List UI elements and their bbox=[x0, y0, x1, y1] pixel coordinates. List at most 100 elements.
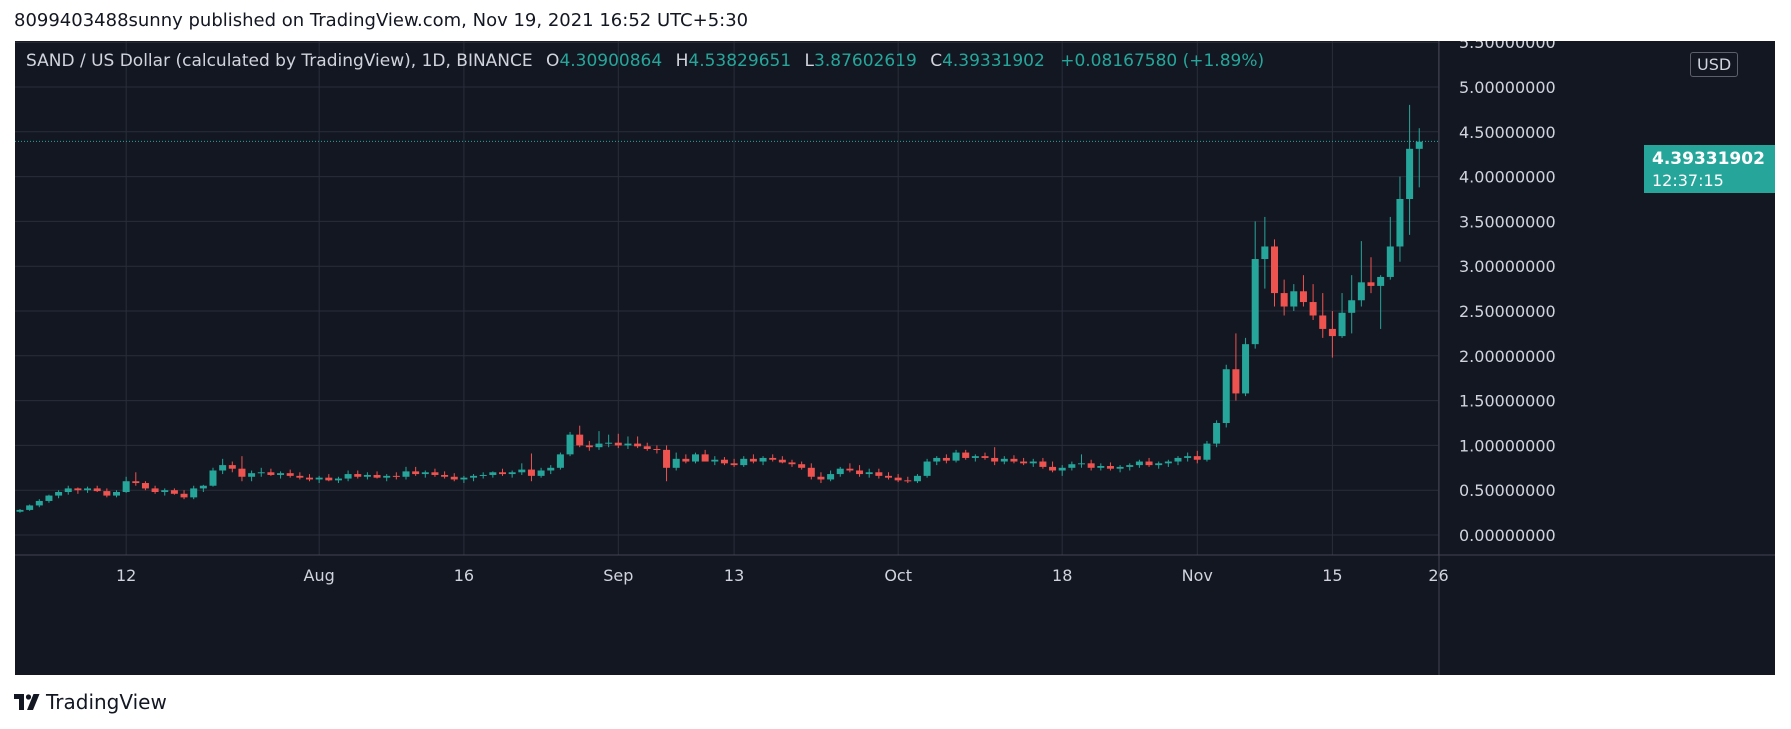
candle-body bbox=[1203, 443, 1211, 460]
candle-body bbox=[373, 474, 381, 478]
candle-body bbox=[1357, 282, 1365, 301]
candle-body bbox=[547, 467, 555, 471]
candle-body bbox=[634, 443, 642, 447]
candle-body bbox=[74, 488, 82, 491]
candle-body bbox=[1232, 369, 1240, 394]
candle-body bbox=[1338, 312, 1346, 337]
candle-body bbox=[1174, 457, 1182, 462]
candle-body bbox=[421, 472, 429, 475]
candle-body bbox=[962, 452, 970, 458]
candle-body bbox=[991, 457, 999, 462]
y-tick-label: 1.50000000 bbox=[1459, 392, 1556, 411]
candle-body bbox=[1029, 461, 1037, 464]
candle-body bbox=[827, 474, 835, 480]
x-tick-label: Aug bbox=[304, 566, 335, 585]
candle-body bbox=[228, 465, 236, 469]
tradingview-logo[interactable]: TradingView bbox=[14, 690, 167, 714]
close-value: 4.39331902 bbox=[942, 51, 1045, 71]
candle-body bbox=[1242, 344, 1250, 394]
candle-body bbox=[450, 476, 458, 480]
candle-body bbox=[1271, 246, 1278, 294]
currency-button[interactable]: USD bbox=[1690, 52, 1739, 77]
change-value: +0.08167580 (+1.89%) bbox=[1060, 51, 1265, 71]
candle-body bbox=[653, 448, 661, 450]
y-tick-label: 3.50000000 bbox=[1459, 212, 1556, 231]
candle-body bbox=[933, 457, 941, 462]
candle-body bbox=[672, 458, 680, 468]
candle-body bbox=[161, 490, 169, 492]
candle-body bbox=[489, 472, 497, 475]
candle-body bbox=[981, 456, 989, 458]
low-value: 3.87602619 bbox=[814, 51, 917, 71]
close-label: C bbox=[930, 51, 943, 71]
candle-body bbox=[856, 470, 864, 475]
candle-body bbox=[296, 475, 304, 478]
chart-panel[interactable]: 5.50000000 5.00000000 4.50000000 4.00000000… bbox=[15, 41, 1775, 675]
candle-body bbox=[885, 475, 892, 478]
candle-body bbox=[1078, 463, 1085, 465]
brand-name: TradingView bbox=[46, 690, 167, 714]
candle-body bbox=[1213, 423, 1221, 444]
candle-body bbox=[84, 488, 92, 491]
candle-body bbox=[219, 465, 227, 471]
y-tick-label: 1.00000000 bbox=[1459, 436, 1556, 455]
candle-body bbox=[103, 491, 111, 496]
candle-body bbox=[93, 488, 101, 492]
candle-body bbox=[1377, 276, 1385, 286]
x-tick-label: Nov bbox=[1182, 566, 1213, 585]
candle-body bbox=[479, 474, 487, 476]
candle-body bbox=[518, 469, 526, 473]
candlestick-chart[interactable]: 5.50000000 5.00000000 4.50000000 4.00000000… bbox=[15, 41, 1775, 675]
candle-body bbox=[836, 468, 844, 475]
candle-body bbox=[16, 509, 24, 512]
candle-body bbox=[711, 459, 719, 462]
candle-body bbox=[1106, 466, 1114, 469]
y-tick-label: 0.50000000 bbox=[1459, 481, 1556, 500]
candle-body bbox=[527, 469, 535, 476]
candle-body bbox=[923, 461, 931, 476]
candle-body bbox=[1145, 461, 1153, 466]
last-price-tag: 4.39331902 12:37:15 bbox=[1644, 145, 1775, 193]
last-price-value: 4.39331902 bbox=[1652, 149, 1765, 169]
candle-body bbox=[1251, 259, 1259, 345]
candle-body bbox=[576, 434, 584, 446]
candle-body bbox=[248, 473, 256, 477]
x-tick-label: 12 bbox=[116, 566, 136, 585]
candle-body bbox=[306, 477, 313, 480]
candle-body bbox=[904, 480, 912, 482]
candle-body bbox=[35, 500, 43, 506]
candle-body bbox=[692, 454, 699, 462]
candle-body bbox=[894, 477, 902, 481]
candle-body bbox=[344, 474, 352, 479]
x-tick-label: 16 bbox=[454, 566, 474, 585]
candle-body bbox=[45, 495, 53, 501]
candle-body bbox=[334, 478, 342, 481]
candle-body bbox=[817, 476, 825, 480]
candle-body bbox=[1097, 466, 1105, 468]
candle-body bbox=[749, 458, 757, 462]
candle-body bbox=[257, 472, 265, 474]
candle-body bbox=[199, 485, 207, 489]
publish-header: 8099403488sunny published on TradingView… bbox=[14, 10, 749, 31]
candle-body bbox=[807, 467, 815, 477]
candle-body bbox=[1299, 291, 1307, 303]
candle-body bbox=[730, 463, 738, 466]
candle-body bbox=[1126, 465, 1134, 467]
candle-body bbox=[141, 483, 149, 489]
bar-countdown: 12:37:15 bbox=[1652, 171, 1724, 190]
candle-body bbox=[1367, 282, 1375, 286]
x-tick-label: 13 bbox=[724, 566, 744, 585]
candle-body bbox=[556, 454, 564, 468]
candle-body bbox=[1309, 302, 1317, 316]
candle-body bbox=[1290, 291, 1298, 307]
candle-body bbox=[113, 491, 120, 496]
candle-body bbox=[55, 491, 63, 496]
y-tick-label: 0.00000000 bbox=[1459, 526, 1556, 545]
candle-body bbox=[315, 477, 323, 480]
candle-body bbox=[624, 443, 632, 446]
candle-body bbox=[1116, 466, 1124, 469]
candle-body bbox=[1406, 148, 1414, 199]
y-tick-label: 5.00000000 bbox=[1459, 78, 1556, 97]
tradingview-logo-icon bbox=[14, 694, 40, 710]
candle-body bbox=[383, 475, 391, 478]
